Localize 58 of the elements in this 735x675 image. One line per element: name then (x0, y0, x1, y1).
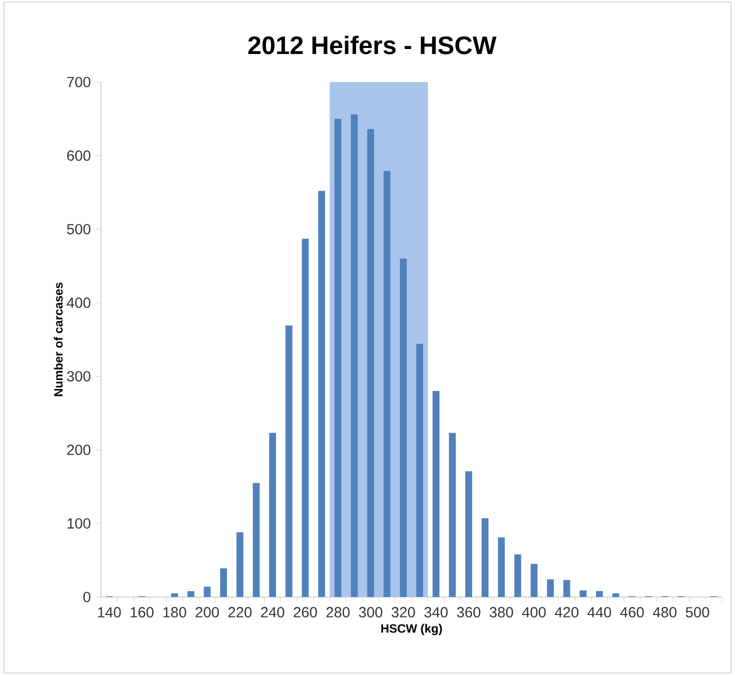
x-tick-label: 200 (196, 607, 219, 618)
x-tick-label: 380 (490, 607, 514, 618)
bar (514, 554, 522, 597)
y-tick-label: 400 (66, 298, 90, 308)
bar (269, 432, 276, 597)
bar (465, 471, 472, 597)
y-tick-label: 500 (67, 224, 90, 234)
bar (563, 580, 570, 597)
x-tick-label: 400 (522, 607, 546, 618)
x-tick-label: 320 (392, 607, 415, 618)
x-tick-label: 300 (358, 607, 382, 618)
x-tick-label: 220 (228, 607, 252, 618)
bar (367, 129, 374, 597)
x-tick-label: 440 (588, 607, 612, 618)
bar (220, 568, 227, 597)
bar (171, 593, 178, 597)
y-tick-label: 100 (68, 518, 90, 529)
chart-title: 2012 Heifers - HSCW (248, 36, 497, 54)
x-tick-label: 360 (457, 607, 480, 618)
x-axis-title: HSCW (kg) (381, 624, 442, 636)
bar (286, 326, 292, 597)
bar (612, 593, 620, 597)
bar (400, 258, 407, 597)
bar (350, 114, 358, 597)
x-tick-label: 340 (424, 607, 448, 618)
bar (236, 532, 244, 597)
bar (187, 591, 194, 597)
bar (580, 590, 587, 597)
bar (302, 238, 309, 597)
bar (384, 171, 390, 597)
bar (334, 118, 342, 597)
bar (530, 564, 538, 597)
bar (204, 586, 211, 597)
y-tick-label: 300 (67, 371, 90, 382)
bar (318, 190, 326, 597)
y-tick-label: 600 (67, 150, 90, 161)
bar (482, 518, 488, 597)
bar (448, 432, 456, 597)
x-tick-label: 140 (98, 607, 121, 618)
x-tick-label: 500 (686, 607, 710, 618)
y-tick-label: 700 (67, 76, 90, 88)
bar (596, 591, 603, 597)
x-tick-label: 460 (620, 607, 644, 618)
x-tick-label: 240 (261, 607, 284, 618)
x-tick-label: 480 (652, 607, 676, 618)
y-tick-label: 200 (67, 444, 90, 456)
bar (416, 344, 424, 597)
x-tick-label: 260 (294, 607, 317, 618)
y-tick-label: 0 (83, 592, 90, 602)
x-tick-label: 280 (326, 607, 350, 618)
x-tick-label: 160 (130, 607, 154, 618)
y-axis-title: Number of carcases (54, 282, 63, 396)
bar (546, 579, 554, 597)
bar (252, 482, 260, 597)
bar (498, 537, 505, 597)
x-tick-label: 420 (554, 607, 578, 618)
x-tick-label: 180 (163, 607, 186, 618)
bar (432, 391, 440, 597)
